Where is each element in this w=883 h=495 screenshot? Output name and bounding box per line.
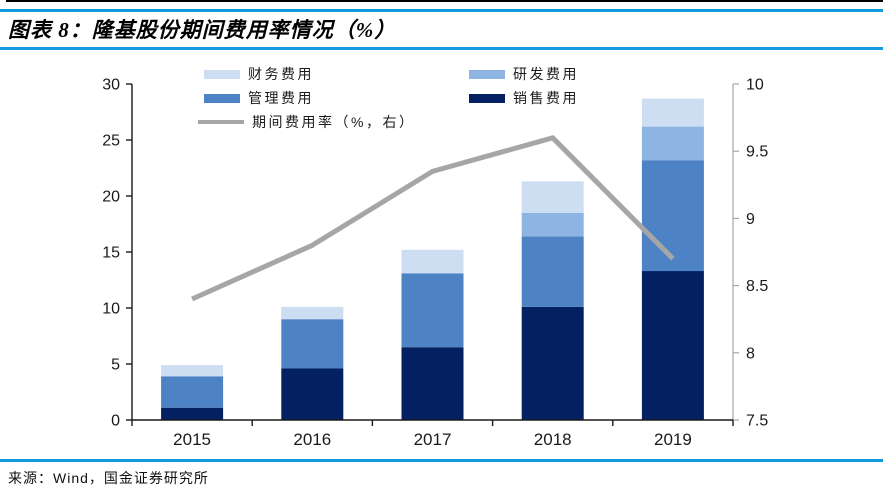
rnd-expense-swatch (469, 69, 505, 79)
legend-label: 销售费用 (513, 90, 579, 106)
bar-segment-2016-s3 (281, 306, 344, 320)
bar-segment-2015-s0 (161, 407, 224, 420)
chart-legend: 财务费用 研发费用 管理费用 销售费用 期间费用率（%，右） (198, 62, 579, 134)
bar-segment-2019-s3 (641, 98, 704, 127)
bar-segment-2018-s1 (521, 236, 584, 307)
right-axis-tick-label: 8.5 (746, 278, 768, 295)
title-bottom-rule (0, 47, 883, 50)
bar-segment-2015-s3 (161, 365, 224, 377)
bar-segment-2016-s1 (281, 319, 344, 369)
bar-segment-2018-s0 (521, 306, 584, 420)
legend-item-rnd-expense: 研发费用 (469, 64, 579, 84)
bar-segment-2017-s0 (401, 347, 464, 420)
left-axis-tick-label: 0 (111, 413, 120, 430)
bar-segment-2017-s3 (401, 249, 464, 274)
bar-segment-2019-s1 (641, 160, 704, 272)
finance-expense-swatch (204, 69, 240, 79)
bar-segment-2015-s1 (161, 376, 224, 408)
bar-segment-2019-s2 (641, 126, 704, 161)
legend-label: 管理费用 (248, 90, 314, 106)
right-axis-tick-label: 7.5 (746, 413, 768, 430)
x-axis-category-label: 2016 (293, 430, 331, 449)
expense-ratio-line (191, 135, 675, 302)
legend-label: 期间费用率（%，右） (252, 114, 416, 130)
right-axis-tick-label: 9 (746, 211, 755, 228)
left-axis-tick-label: 30 (102, 77, 120, 94)
admin-expense-swatch (204, 93, 240, 103)
left-axis-tick-label: 20 (102, 189, 120, 206)
footer-rule (0, 459, 883, 462)
right-axis-tick-label: 10 (746, 77, 764, 94)
x-axis-category-label: 2017 (414, 430, 452, 449)
expense-ratio-line-swatch (198, 120, 244, 124)
x-axis-category-label: 2015 (173, 430, 211, 449)
left-axis-tick-label: 25 (102, 133, 120, 150)
right-axis-tick-label: 8 (746, 345, 755, 362)
left-axis-tick-label: 10 (102, 301, 120, 318)
title-top-rule (0, 9, 883, 12)
figure-title: 图表 8：隆基股份期间费用率情况（%） (8, 18, 397, 42)
left-axis-tick-label: 5 (111, 357, 120, 374)
legend-label: 财务费用 (248, 66, 314, 82)
legend-item-admin-expense: 管理费用 (204, 88, 469, 108)
bar-segment-2018-s2 (521, 212, 584, 237)
bar-segment-2016-s0 (281, 368, 344, 420)
x-axis-category-label: 2019 (654, 430, 692, 449)
legend-item-expense-ratio-line: 期间费用率（%，右） (198, 112, 469, 132)
bar-segment-2019-s0 (641, 271, 704, 420)
right-axis-tick-label: 9.5 (746, 144, 768, 161)
legend-item-finance-expense: 财务费用 (204, 64, 469, 84)
selling-expense-swatch (469, 93, 505, 103)
x-axis-category-label: 2018 (534, 430, 572, 449)
bar-segment-2017-s1 (401, 273, 464, 348)
source-note: 来源：Wind，国金证券研究所 (8, 470, 209, 486)
expense-ratio-chart: 0 5 10 15 20 25 30 7.5 8 8.5 9 9.5 10 2015 2016 2017 201… (102, 77, 768, 450)
top-border-rule (6, 0, 883, 2)
bar-segment-2018-s3 (521, 181, 584, 213)
left-axis-tick-label: 15 (102, 245, 120, 262)
legend-item-selling-expense: 销售费用 (469, 88, 579, 108)
legend-label: 研发费用 (513, 66, 579, 82)
